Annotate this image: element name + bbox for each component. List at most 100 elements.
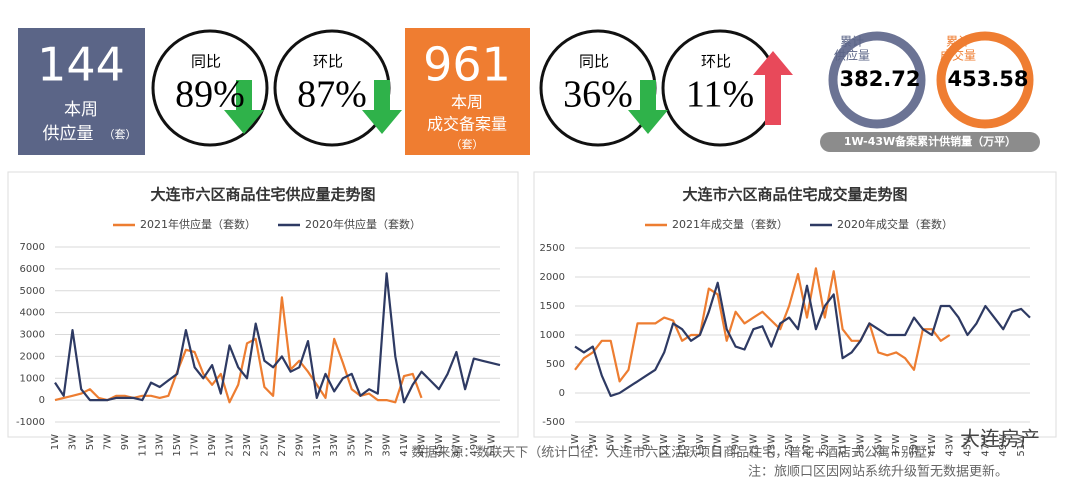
x-tick-label: 11W [137, 434, 148, 457]
x-tick-label: 1W [50, 434, 61, 450]
y-tick-label: 2000 [20, 351, 45, 362]
y-tick-label: -1000 [16, 417, 45, 428]
y-tick-label: 6000 [20, 264, 45, 275]
kpi-label: 本周 [451, 93, 483, 112]
chart-title: 大连市六区商品住宅供应量走势图 [150, 186, 375, 204]
legend-label: 2021年成交量（套数） [672, 217, 788, 231]
x-tick-label: 3W [588, 434, 599, 450]
source: 数据来源：数联天下（统计口径：大连市六区活跃项目商品住宅，普宅+酒店式公寓+别墅… [411, 445, 940, 461]
x-tick-label: 39W [382, 434, 393, 457]
y-tick-label: 0 [39, 395, 45, 406]
kpi-label: 环比 [313, 53, 343, 71]
x-tick-label: 7W [624, 434, 635, 450]
x-tick-label: 1W [570, 434, 581, 450]
y-tick-label: 1500 [540, 301, 565, 312]
x-tick-label: 39W [909, 434, 920, 457]
legend-label: 2020年供应量（套数） [305, 217, 421, 231]
x-tick-label: 5W [85, 434, 96, 450]
y-tick-label: 1000 [540, 330, 565, 341]
x-tick-label: 19W [207, 434, 218, 457]
kpi-label: 同比 [579, 53, 609, 71]
cum-label: 累计 [946, 35, 970, 49]
up-arrow [753, 51, 793, 125]
x-tick-label: 43W [945, 434, 956, 457]
x-tick-label: 21W [225, 434, 236, 457]
y-tick-label: 1000 [20, 373, 45, 384]
watermark: 大连房产 [960, 427, 1040, 451]
cum-label: 供应量 [834, 48, 870, 63]
x-tick-label: 41W [399, 434, 410, 457]
caption: 1W-43W备案累计供销量（万平） [844, 134, 1016, 148]
cum-value: 382.72 [839, 67, 920, 91]
x-tick-label: 17W [713, 434, 724, 457]
x-tick-label: 7W [102, 434, 113, 450]
x-tick-label: 29W [294, 434, 305, 457]
x-tick-label: 45W [434, 434, 445, 457]
chart-title: 大连市六区商品住宅成交量走势图 [682, 186, 907, 204]
cum-label: 累计 [840, 35, 864, 49]
x-tick-label: 51W [1016, 434, 1027, 457]
legend-label: 2021年供应量（套数） [140, 217, 256, 231]
x-tick-label: 45W [963, 434, 974, 457]
kpi-label: 环比 [701, 53, 731, 71]
cum-value: 453.58 [947, 67, 1028, 91]
x-tick-label: 5W [606, 434, 617, 450]
x-tick-label: 9W [641, 434, 652, 450]
x-tick-label: 25W [784, 434, 795, 457]
down-arrow [362, 80, 402, 134]
x-tick-label: 33W [855, 434, 866, 457]
kpi-label: 同比 [191, 53, 221, 71]
y-tick-label: 0 [559, 388, 565, 399]
down-arrow [224, 80, 264, 134]
x-tick-label: 3W [67, 434, 78, 450]
kpi-label: 供应量 [43, 124, 94, 144]
chart-box [7, 171, 519, 438]
kpi-unit: （套） [104, 128, 137, 141]
x-tick-label: 49W [469, 434, 480, 457]
donut [936, 31, 1034, 129]
x-tick-label: 15W [695, 434, 706, 457]
x-tick-label: 27W [802, 434, 813, 457]
x-tick-label: 47W [980, 434, 991, 457]
x-tick-label: 41W [927, 434, 938, 457]
x-tick-label: 35W [347, 434, 358, 457]
x-tick-label: 13W [677, 434, 688, 457]
x-tick-label: 35W [873, 434, 884, 457]
kpi-label: 成交备案量 [427, 115, 507, 134]
x-tick-label: 19W [731, 434, 742, 457]
x-tick-label: 43W [416, 434, 427, 457]
x-tick-label: 21W [748, 434, 759, 457]
chart-box [533, 171, 1057, 438]
x-tick-label: 51W [486, 434, 497, 457]
x-tick-label: 15W [172, 434, 183, 457]
x-tick-label: 37W [891, 434, 902, 457]
x-tick-label: 33W [329, 434, 340, 457]
donut [828, 31, 926, 129]
series-line [54, 272, 501, 404]
deal-tile [405, 28, 530, 155]
x-tick-label: 37W [364, 434, 375, 457]
y-tick-label: 4000 [20, 308, 45, 319]
x-tick-label: 49W [998, 434, 1009, 457]
caption-bg [820, 132, 1040, 152]
x-tick-label: 31W [838, 434, 849, 457]
x-tick-label: 23W [766, 434, 777, 457]
kpi-label: 本周 [64, 100, 98, 120]
x-tick-label: 13W [155, 434, 166, 457]
y-tick-label: 5000 [20, 286, 45, 297]
x-tick-label: 29W [820, 434, 831, 457]
supply-tile [18, 28, 145, 155]
kpi-value: 11% [686, 74, 754, 116]
x-tick-label: 31W [312, 434, 323, 457]
x-tick-label: 17W [190, 434, 201, 457]
x-tick-label: 27W [277, 434, 288, 457]
kpi-value: 89% [175, 74, 245, 116]
kpi-value: 87% [297, 74, 367, 116]
circles [151, 29, 793, 147]
y-tick-label: 2500 [540, 243, 565, 254]
cum-label: 成交量 [940, 48, 976, 63]
note: 注：旅顺口区因网站系统升级暂无数据更新。 [748, 464, 1008, 480]
kpi-value: 961 [423, 38, 511, 92]
series-line [574, 267, 951, 383]
